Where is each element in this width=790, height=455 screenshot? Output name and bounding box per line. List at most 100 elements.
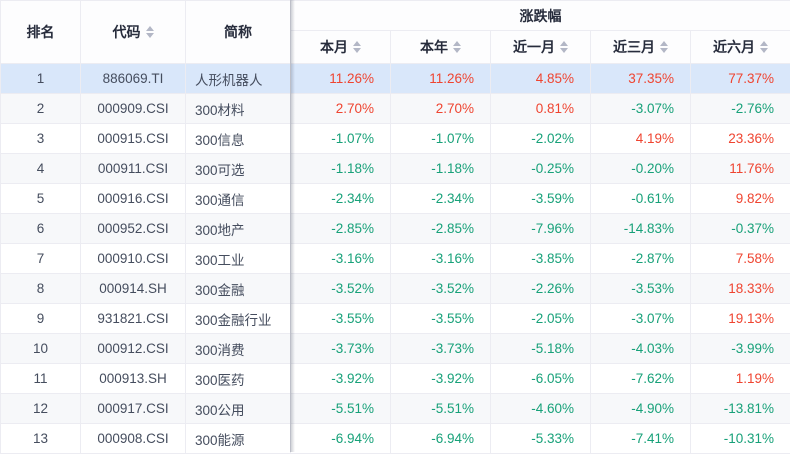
col-header-code-label: 代码 (112, 24, 141, 40)
cell-code: 000914.SH (80, 273, 186, 304)
table-row[interactable]: 5 000916.CSI 300通信 -2.34% -2.34% -3.59% -0.61%… (0, 183, 790, 214)
cell-rank: 8 (0, 273, 81, 304)
cell-1month: 4.85% (490, 63, 591, 94)
cell-year: -3.73% (390, 333, 491, 364)
col-header-3month-label: 近三月 (613, 39, 655, 55)
cell-3month: -4.90% (590, 393, 691, 424)
table-row[interactable]: 8 000914.SH 300金融 -3.52% -3.52% -2.26% -3.53% 1… (0, 273, 790, 304)
table-row[interactable]: 4 000911.CSI 300可选 -1.18% -1.18% -0.25% -0.20%… (0, 153, 790, 184)
cell-6month: -10.31% (689, 423, 790, 454)
cell-name: 300金融 (185, 273, 291, 304)
col-header-name: 简称 (185, 0, 291, 64)
col-header-rank: 排名 (0, 0, 81, 64)
cell-1month: -3.59% (490, 183, 591, 214)
cell-code: 000912.CSI (80, 333, 186, 364)
cell-6month: 19.13% (689, 303, 790, 334)
table-row[interactable]: 9 931821.CSI 300金融行业 -3.55% -3.55% -2.05% -3.0… (0, 303, 790, 334)
cell-year: 11.26% (390, 63, 491, 94)
cell-code: 000952.CSI (80, 213, 186, 244)
table-row[interactable]: 6 000952.CSI 300地产 -2.85% -2.85% -7.96% -14.83… (0, 213, 790, 244)
cell-3month: -14.83% (590, 213, 691, 244)
cell-3month: -7.41% (590, 423, 691, 454)
cell-month: 2.70% (290, 93, 391, 124)
sort-icon[interactable] (145, 26, 154, 39)
cell-year: 2.70% (390, 93, 491, 124)
sort-icon[interactable] (660, 41, 668, 54)
table-row[interactable]: 10 000912.CSI 300消费 -3.73% -3.73% -5.18% -4.03… (0, 333, 790, 364)
cell-3month: -3.07% (590, 93, 691, 124)
col-header-year[interactable]: 本年 (390, 30, 491, 64)
cell-code: 000917.CSI (80, 393, 186, 424)
sort-icon[interactable] (353, 41, 361, 54)
cell-name: 300地产 (185, 213, 291, 244)
table-row[interactable]: 3 000915.CSI 300信息 -1.07% -1.07% -2.02% 4.19% 2… (0, 123, 790, 154)
col-header-6month-label: 近六月 (713, 39, 756, 55)
col-header-month[interactable]: 本月 (290, 30, 391, 64)
cell-year: -6.94% (390, 423, 491, 454)
table-row[interactable]: 2 000909.CSI 300材料 2.70% 2.70% 0.81% -3.07% -2.… (0, 93, 790, 124)
cell-code: 000908.CSI (80, 423, 186, 454)
col-header-name-label: 简称 (224, 24, 252, 40)
col-header-year-label: 本年 (420, 39, 448, 55)
table-header: 排名 代码 简称 涨跌幅 本月 本年 (0, 0, 790, 64)
cell-year: -3.52% (390, 273, 491, 304)
cell-year: -3.92% (390, 363, 491, 394)
cell-month: -5.51% (290, 393, 391, 424)
cell-code: 000915.CSI (80, 123, 186, 154)
col-header-6month[interactable]: 近六月 (689, 30, 790, 64)
cell-year: -3.55% (390, 303, 491, 334)
cell-year: -2.85% (390, 213, 491, 244)
table-row[interactable]: 11 000913.SH 300医药 -3.92% -3.92% -6.05% -7.62%… (0, 363, 790, 394)
cell-name: 300公用 (185, 393, 291, 424)
cell-1month: -0.25% (490, 153, 591, 184)
cell-year: -1.07% (390, 123, 491, 154)
cell-name: 300医药 (185, 363, 291, 394)
cell-1month: 0.81% (490, 93, 591, 124)
col-header-1month[interactable]: 近一月 (490, 30, 591, 64)
sort-icon[interactable] (560, 41, 568, 54)
cell-code: 000909.CSI (80, 93, 186, 124)
group-header-change-label: 涨跌幅 (519, 7, 562, 24)
col-header-code[interactable]: 代码 (80, 0, 186, 64)
cell-name: 300信息 (185, 123, 291, 154)
cell-3month: -7.62% (590, 363, 691, 394)
cell-6month: -2.76% (689, 93, 790, 124)
cell-name: 300消费 (185, 333, 291, 364)
cell-rank: 6 (0, 213, 81, 244)
cell-year: -2.34% (390, 183, 491, 214)
cell-6month: 11.76% (689, 153, 790, 184)
cell-rank: 11 (0, 363, 81, 394)
cell-code: 000916.CSI (80, 183, 186, 214)
table-row[interactable]: 13 000908.CSI 300能源 -6.94% -6.94% -5.33% -7.41… (0, 423, 790, 454)
cell-rank: 4 (0, 153, 81, 184)
cell-rank: 12 (0, 393, 81, 424)
cell-6month: 23.36% (689, 123, 790, 154)
group-header-change: 涨跌幅 (289, 0, 790, 31)
cell-6month: 1.19% (689, 363, 790, 394)
cell-rank: 13 (0, 423, 81, 454)
table-row[interactable]: 1 886069.TI 人形机器人 11.26% 11.26% 4.85% 37.35% 77… (0, 63, 790, 94)
cell-6month: -0.37% (689, 213, 790, 244)
cell-3month: -3.53% (590, 273, 691, 304)
cell-code: 000910.CSI (80, 243, 186, 274)
sort-icon[interactable] (760, 41, 769, 54)
cell-3month: -0.61% (590, 183, 691, 214)
cell-year: -1.18% (390, 153, 491, 184)
sort-icon[interactable] (453, 41, 461, 54)
cell-3month: -2.87% (590, 243, 691, 274)
cell-month: -3.73% (290, 333, 391, 364)
cell-month: -3.92% (290, 363, 391, 394)
cell-6month: 77.37% (689, 63, 790, 94)
cell-month: -3.52% (290, 273, 391, 304)
cell-3month: 4.19% (590, 123, 691, 154)
table-row[interactable]: 12 000917.CSI 300公用 -5.51% -5.51% -4.60% -4.90… (0, 393, 790, 424)
table-row[interactable]: 7 000910.CSI 300工业 -3.16% -3.16% -3.85% -2.87%… (0, 243, 790, 274)
cell-code: 931821.CSI (80, 303, 186, 334)
cell-month: -6.94% (290, 423, 391, 454)
col-header-3month[interactable]: 近三月 (590, 30, 691, 64)
cell-month: -1.07% (290, 123, 391, 154)
cell-rank: 1 (0, 63, 81, 94)
cell-3month: -0.20% (590, 153, 691, 184)
cell-rank: 2 (0, 93, 81, 124)
